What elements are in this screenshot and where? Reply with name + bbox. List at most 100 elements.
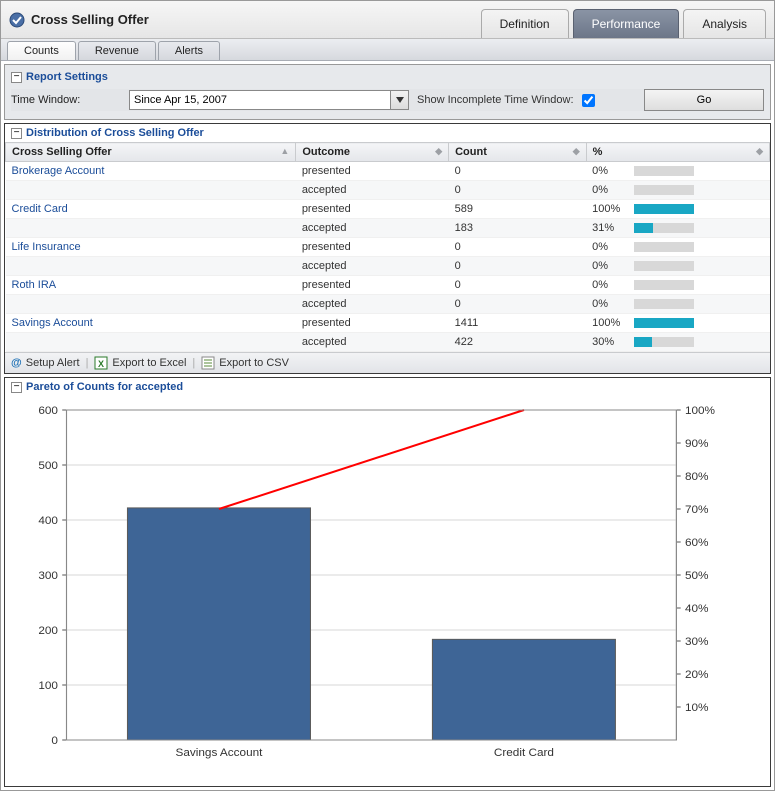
count-cell: 0 (449, 181, 587, 200)
svg-text:400: 400 (38, 515, 58, 527)
svg-text:Savings Account: Savings Account (176, 747, 264, 759)
csv-icon (201, 356, 215, 370)
excel-icon: X (94, 356, 108, 370)
main-tab-performance[interactable]: Performance (573, 9, 680, 38)
table-row: accepted18331% (6, 219, 770, 238)
report-settings-row: Time Window: Show Incomplete Time Window… (11, 89, 764, 111)
table-row: Brokerage Accountpresented00% (6, 162, 770, 181)
column-header[interactable]: Outcome◆ (296, 143, 449, 162)
distribution-toolbar: @ Setup Alert | X Export to Excel | Expo… (5, 352, 770, 373)
svg-text:80%: 80% (685, 471, 709, 483)
pct-cell: 30% (586, 333, 769, 352)
sub-tab-counts[interactable]: Counts (7, 41, 76, 60)
svg-text:200: 200 (38, 625, 58, 637)
count-cell: 422 (449, 333, 587, 352)
sub-tab-revenue[interactable]: Revenue (78, 41, 156, 60)
svg-text:30%: 30% (685, 636, 709, 648)
table-row: accepted00% (6, 257, 770, 276)
distribution-title: Distribution of Cross Selling Offer (26, 127, 204, 139)
chevron-down-icon[interactable] (390, 91, 408, 109)
show-incomplete-label: Show Incomplete Time Window: (417, 94, 574, 106)
export-csv-label: Export to CSV (219, 357, 289, 369)
main-tab-definition[interactable]: Definition (481, 9, 569, 38)
count-cell: 0 (449, 257, 587, 276)
outcome-cell: accepted (296, 257, 449, 276)
pareto-title: Pareto of Counts for accepted (26, 381, 183, 393)
count-cell: 0 (449, 238, 587, 257)
svg-text:0: 0 (51, 735, 58, 747)
outcome-cell: accepted (296, 181, 449, 200)
pct-cell: 0% (586, 238, 769, 257)
count-cell: 0 (449, 295, 587, 314)
table-row: Roth IRApresented00% (6, 276, 770, 295)
outcome-cell: presented (296, 276, 449, 295)
outcome-cell: presented (296, 314, 449, 333)
page-title: Cross Selling Offer (31, 12, 149, 27)
svg-text:90%: 90% (685, 438, 709, 450)
svg-text:600: 600 (38, 405, 58, 417)
main-tab-analysis[interactable]: Analysis (683, 9, 766, 38)
pct-cell: 100% (586, 314, 769, 333)
offer-link[interactable]: Brokerage Account (12, 165, 105, 177)
svg-text:20%: 20% (685, 669, 709, 681)
export-excel-action[interactable]: X Export to Excel (94, 356, 186, 370)
offer-link[interactable]: Life Insurance (12, 241, 81, 253)
separator: | (86, 357, 89, 369)
setup-alert-label: Setup Alert (26, 357, 80, 369)
time-window-input[interactable] (130, 94, 390, 106)
time-window-label: Time Window: (11, 94, 121, 106)
count-cell: 183 (449, 219, 587, 238)
sub-tab-alerts[interactable]: Alerts (158, 41, 220, 60)
export-csv-action[interactable]: Export to CSV (201, 356, 289, 370)
export-excel-label: Export to Excel (112, 357, 186, 369)
count-cell: 0 (449, 276, 587, 295)
offer-link[interactable]: Credit Card (12, 203, 68, 215)
svg-text:40%: 40% (685, 603, 709, 615)
svg-text:Credit Card: Credit Card (494, 747, 554, 759)
outcome-cell: accepted (296, 333, 449, 352)
offer-link[interactable]: Savings Account (12, 317, 93, 329)
table-row: Life Insurancepresented00% (6, 238, 770, 257)
pareto-chart: 010020030040050060010%20%30%40%50%60%70%… (13, 400, 762, 780)
column-header[interactable]: Cross Selling Offer▲ (6, 143, 296, 162)
count-cell: 0 (449, 162, 587, 181)
svg-text:100: 100 (38, 680, 58, 692)
distribution-table: Cross Selling Offer▲Outcome◆Count◆%◆ Bro… (5, 142, 770, 352)
collapse-icon[interactable]: − (11, 72, 22, 83)
offer-link[interactable]: Roth IRA (12, 279, 57, 291)
separator: | (192, 357, 195, 369)
pct-cell: 0% (586, 257, 769, 276)
collapse-icon[interactable]: − (11, 382, 22, 393)
svg-text:300: 300 (38, 570, 58, 582)
column-header[interactable]: Count◆ (449, 143, 587, 162)
count-cell: 589 (449, 200, 587, 219)
column-header[interactable]: %◆ (586, 143, 769, 162)
svg-text:X: X (98, 359, 104, 369)
main-tabs: DefinitionPerformanceAnalysis (481, 1, 766, 38)
show-incomplete-checkbox[interactable] (582, 94, 595, 107)
app-window: Cross Selling Offer DefinitionPerformanc… (0, 0, 775, 791)
table-row: accepted42230% (6, 333, 770, 352)
report-settings-title: Report Settings (26, 71, 108, 83)
svg-text:10%: 10% (685, 702, 709, 714)
panel-header-distribution: − Distribution of Cross Selling Offer (5, 124, 770, 142)
pct-cell: 0% (586, 162, 769, 181)
outcome-cell: accepted (296, 295, 449, 314)
pareto-panel: − Pareto of Counts for accepted 0 100 200 3… (4, 377, 771, 787)
table-row: accepted00% (6, 295, 770, 314)
table-row: Credit Cardpresented589100% (6, 200, 770, 219)
svg-text:500: 500 (38, 460, 58, 472)
time-window-select[interactable] (129, 90, 409, 110)
sub-tabs: CountsRevenueAlerts (1, 39, 774, 61)
title-area: Cross Selling Offer (9, 12, 149, 28)
outcome-cell: presented (296, 200, 449, 219)
outcome-cell: accepted (296, 219, 449, 238)
collapse-icon[interactable]: − (11, 128, 22, 139)
app-icon (9, 12, 25, 28)
report-settings-panel: − Report Settings Time Window: Show Inco… (4, 64, 771, 120)
pct-cell: 31% (586, 219, 769, 238)
setup-alert-action[interactable]: @ Setup Alert (11, 357, 80, 369)
go-button[interactable]: Go (644, 89, 764, 111)
count-cell: 1411 (449, 314, 587, 333)
top-bar: Cross Selling Offer DefinitionPerformanc… (1, 1, 774, 39)
